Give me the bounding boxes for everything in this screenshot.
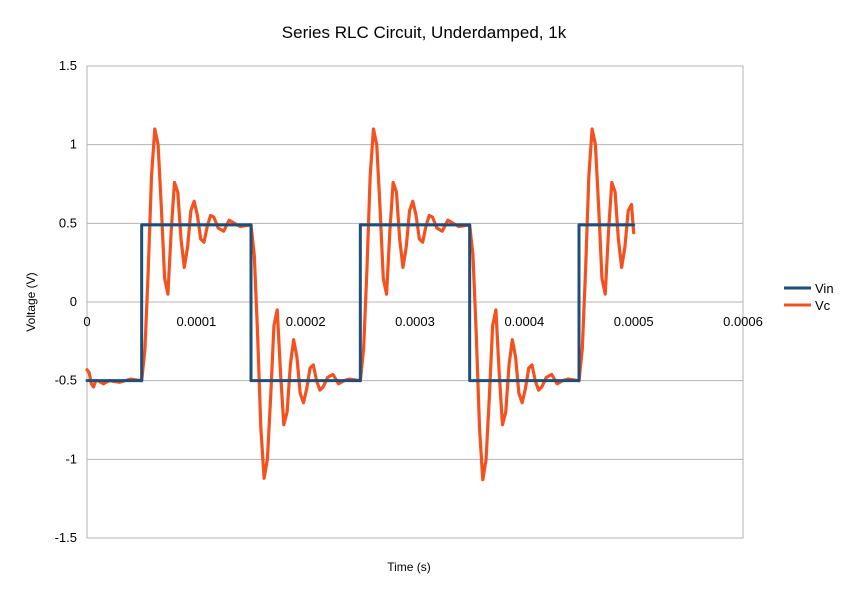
y-tick-labels: 1.5 1 0.5 0 -0.5 -1 -1.5 — [55, 58, 77, 545]
gridlines — [87, 65, 743, 539]
y-tick-label: 1.5 — [59, 58, 77, 73]
y-tick-label: 1 — [70, 137, 77, 152]
x-tick-label: 0.0003 — [395, 314, 435, 329]
plot-area-border — [86, 65, 744, 539]
y-tick-label: 0.5 — [59, 215, 77, 230]
chart-title: Series RLC Circuit, Underdamped, 1k — [282, 23, 567, 42]
x-tick-label: 0 — [83, 314, 90, 329]
series-line-vin — [85, 223, 636, 383]
x-tick-labels: 0 0.0001 0.0002 0.0003 0.0004 0.0005 0.0006 — [83, 314, 763, 329]
series-line-vc — [85, 127, 636, 482]
legend: Vin Vc — [784, 281, 834, 313]
x-axis-title: Time (s) — [387, 560, 431, 574]
y-tick-label: 0 — [70, 294, 77, 309]
x-tick-label: 0.0006 — [723, 314, 763, 329]
x-tick-label: 0.0005 — [614, 314, 654, 329]
y-tick-label: -0.5 — [55, 373, 77, 388]
series-lines — [85, 127, 636, 482]
y-tick-label: -1.5 — [55, 530, 77, 545]
legend-label-vc: Vc — [815, 298, 831, 313]
legend-label-vin: Vin — [815, 281, 834, 296]
x-tick-label: 0.0004 — [504, 314, 544, 329]
y-tick-label: -1 — [65, 451, 77, 466]
y-axis-title: Voltage (V) — [24, 272, 38, 331]
x-tick-label: 0.0002 — [286, 314, 326, 329]
x-tick-label: 0.0001 — [176, 314, 216, 329]
